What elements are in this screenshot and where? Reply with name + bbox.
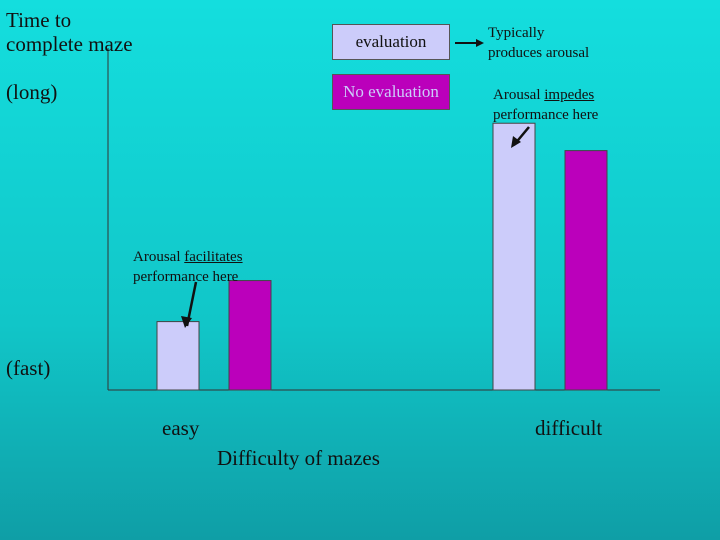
- arrow-arousal-head: [476, 39, 484, 47]
- y-axis-label: Time to complete maze: [6, 8, 133, 57]
- x-tick-difficult: difficult: [535, 416, 603, 440]
- x-tick-easy: easy: [162, 416, 200, 440]
- annotation-impedes: Arousal impedes performance here: [493, 87, 599, 123]
- bar-easy-no-evaluation: [228, 280, 272, 391]
- arrow-impedes-head: [511, 136, 521, 148]
- annotation-typically: Typically produces arousal: [488, 25, 590, 61]
- bar-difficult-no-evaluation: [564, 150, 608, 391]
- x-axis-label: Difficulty of mazes: [217, 446, 380, 470]
- legend-evaluation-label: evaluation: [355, 32, 427, 51]
- y-label-fast: (fast): [6, 356, 51, 380]
- arrow-facilitates-head: [181, 316, 192, 328]
- annotation-facilitates: Arousal facilitates performance here: [133, 249, 243, 285]
- bar-difficult-evaluation: [492, 122, 536, 391]
- legend-evaluation: evaluation: [332, 24, 450, 60]
- legend-no-evaluation-label: No evaluation: [343, 82, 439, 101]
- legend-no-evaluation: No evaluation: [332, 74, 450, 110]
- y-label-long: (long): [6, 80, 58, 104]
- bar-easy-evaluation: [156, 321, 200, 391]
